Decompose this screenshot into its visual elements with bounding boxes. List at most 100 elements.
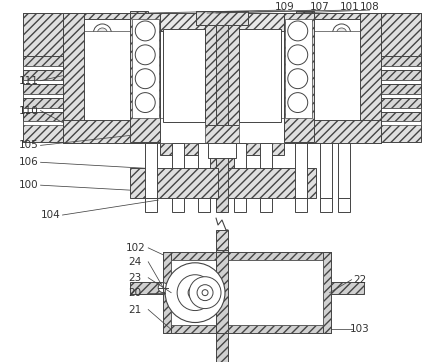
Bar xyxy=(130,168,218,198)
Bar xyxy=(312,31,381,122)
Bar xyxy=(380,83,421,94)
Bar xyxy=(302,13,381,142)
Bar xyxy=(312,19,372,118)
Bar xyxy=(284,13,304,142)
Circle shape xyxy=(97,50,107,60)
Bar xyxy=(172,143,184,198)
Text: 21: 21 xyxy=(128,305,142,315)
Bar xyxy=(380,98,421,107)
Bar xyxy=(160,31,220,121)
Text: 106: 106 xyxy=(19,157,39,167)
Circle shape xyxy=(333,24,350,42)
Text: 110: 110 xyxy=(19,106,39,115)
Circle shape xyxy=(337,50,346,60)
Circle shape xyxy=(135,93,155,113)
Bar xyxy=(198,143,210,198)
Circle shape xyxy=(97,28,107,38)
Bar xyxy=(380,111,421,122)
Bar xyxy=(360,13,381,142)
Bar xyxy=(62,121,142,143)
Circle shape xyxy=(288,21,308,41)
Bar xyxy=(23,13,421,35)
Circle shape xyxy=(97,94,107,103)
Bar xyxy=(216,252,228,334)
Circle shape xyxy=(93,46,111,64)
Circle shape xyxy=(333,68,350,86)
Text: 24: 24 xyxy=(128,257,142,267)
Circle shape xyxy=(135,21,155,41)
Bar xyxy=(62,13,142,142)
Circle shape xyxy=(93,68,111,86)
Bar xyxy=(130,282,163,294)
Bar xyxy=(295,198,307,212)
Circle shape xyxy=(288,69,308,89)
Bar xyxy=(260,143,272,198)
Bar xyxy=(23,111,65,122)
Bar xyxy=(380,80,421,83)
Text: 23: 23 xyxy=(128,273,142,283)
Text: 22: 22 xyxy=(353,275,366,285)
Bar xyxy=(172,198,184,212)
Text: 101: 101 xyxy=(340,2,359,12)
Bar xyxy=(130,11,148,19)
Bar xyxy=(205,13,239,172)
Circle shape xyxy=(93,90,111,107)
Bar xyxy=(23,107,65,111)
Circle shape xyxy=(288,45,308,65)
Bar xyxy=(171,260,323,326)
Bar xyxy=(23,80,65,83)
Bar xyxy=(380,70,421,80)
Bar xyxy=(163,252,171,334)
Bar xyxy=(145,198,157,212)
Bar xyxy=(140,13,160,142)
Text: 104: 104 xyxy=(41,210,61,220)
Text: 107: 107 xyxy=(310,2,330,12)
Bar xyxy=(296,11,314,19)
Text: 108: 108 xyxy=(360,2,379,12)
Bar xyxy=(295,143,307,198)
Bar xyxy=(62,126,381,143)
Bar xyxy=(130,13,160,142)
Bar xyxy=(380,107,421,111)
Bar xyxy=(285,19,312,118)
Text: 109: 109 xyxy=(275,2,295,12)
Bar xyxy=(380,94,421,98)
Circle shape xyxy=(337,72,346,82)
Circle shape xyxy=(188,286,202,299)
Bar xyxy=(160,143,284,155)
Text: 103: 103 xyxy=(350,325,369,334)
Circle shape xyxy=(158,283,168,293)
Circle shape xyxy=(337,94,346,103)
Circle shape xyxy=(165,263,225,322)
Bar xyxy=(23,56,65,66)
Circle shape xyxy=(177,275,213,311)
Bar xyxy=(23,98,65,107)
Text: 20: 20 xyxy=(129,287,142,298)
Bar xyxy=(330,282,364,294)
Text: 111: 111 xyxy=(19,76,39,86)
Text: 105: 105 xyxy=(19,140,39,150)
Bar xyxy=(23,13,62,142)
Bar xyxy=(23,66,65,70)
Bar xyxy=(23,83,65,94)
Bar xyxy=(62,31,132,122)
Bar xyxy=(320,198,332,212)
Bar xyxy=(234,198,246,212)
Circle shape xyxy=(93,24,111,42)
Bar xyxy=(260,198,272,212)
Bar xyxy=(145,143,157,198)
Bar xyxy=(239,29,281,122)
Bar xyxy=(284,13,314,142)
Bar xyxy=(380,122,421,126)
Bar xyxy=(239,118,284,143)
Bar xyxy=(338,143,350,198)
Circle shape xyxy=(197,285,213,301)
Bar xyxy=(234,143,246,198)
Bar xyxy=(163,326,330,334)
Circle shape xyxy=(202,290,208,295)
Bar xyxy=(163,252,330,260)
Bar xyxy=(23,70,65,80)
Circle shape xyxy=(337,28,346,38)
Bar xyxy=(216,334,228,363)
Bar xyxy=(338,198,350,212)
